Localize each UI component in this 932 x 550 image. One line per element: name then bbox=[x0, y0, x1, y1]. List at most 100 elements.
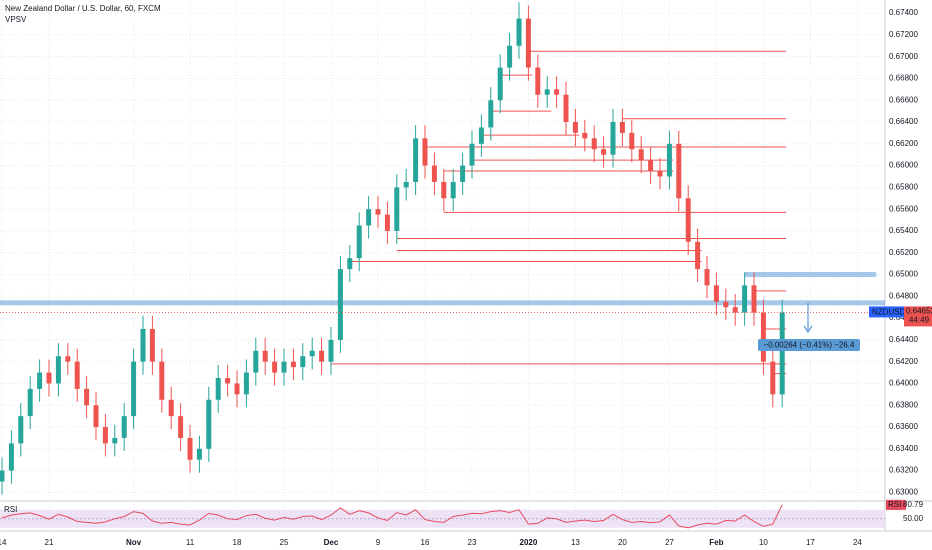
candle-body bbox=[441, 181, 447, 199]
candle-body bbox=[300, 356, 306, 368]
candle-body bbox=[93, 405, 99, 428]
y-tick-label: 0.63200 bbox=[889, 466, 918, 475]
candle-body bbox=[751, 285, 757, 313]
y-tick-label: 0.64400 bbox=[889, 335, 918, 344]
candle-body bbox=[657, 171, 663, 177]
candle-body bbox=[272, 361, 278, 373]
x-tick-label: 27 bbox=[665, 538, 674, 547]
plot-layer bbox=[0, 0, 885, 530]
candle-body bbox=[535, 67, 541, 95]
chart-title: New Zealand Dollar / U.S. Dollar, 60, FX… bbox=[5, 4, 161, 13]
y-tick-label: 0.66400 bbox=[889, 117, 918, 126]
candle-body bbox=[403, 181, 409, 188]
x-tick-label: 10 bbox=[759, 538, 768, 547]
candle-body bbox=[450, 181, 456, 199]
candle-body bbox=[460, 165, 466, 182]
candle-body bbox=[159, 361, 165, 400]
candle-body bbox=[149, 328, 155, 362]
candle-body bbox=[610, 122, 616, 155]
candle-body bbox=[215, 377, 221, 400]
candle-body bbox=[516, 18, 522, 46]
candle-body bbox=[488, 100, 494, 128]
y-tick-label: 0.63600 bbox=[889, 422, 918, 431]
candle-body bbox=[243, 372, 249, 395]
y-tick-label: 0.67200 bbox=[889, 30, 918, 39]
candle-body bbox=[572, 122, 578, 133]
candle-body bbox=[347, 258, 353, 270]
candle-body bbox=[178, 416, 184, 438]
y-tick-label: 0.65800 bbox=[889, 182, 918, 191]
candle-body bbox=[676, 143, 682, 199]
candle-body bbox=[525, 18, 531, 68]
candle-body bbox=[74, 361, 80, 389]
candle-body bbox=[0, 470, 5, 482]
candle-body bbox=[601, 149, 607, 155]
y-tick-label: 0.65400 bbox=[889, 226, 918, 235]
candle-body bbox=[253, 350, 259, 373]
candle-body bbox=[337, 269, 343, 340]
candle-body bbox=[140, 328, 146, 362]
y-tick-label: 0.67400 bbox=[889, 8, 918, 17]
x-tick-label: 11 bbox=[186, 538, 195, 547]
candle-body bbox=[37, 372, 43, 389]
candle-body bbox=[629, 132, 635, 150]
candle-body bbox=[779, 312, 785, 395]
x-tick-label: 24 bbox=[853, 538, 862, 547]
candle-body bbox=[102, 427, 108, 444]
candle-body bbox=[695, 241, 701, 270]
y-tick-label: 0.64200 bbox=[889, 357, 918, 366]
candle-body bbox=[8, 443, 14, 471]
candle-body bbox=[18, 416, 24, 444]
x-tick-label: 17 bbox=[806, 538, 815, 547]
candle-body bbox=[591, 138, 597, 150]
x-tick-label: 21 bbox=[45, 538, 54, 547]
candle-body bbox=[704, 269, 710, 286]
rsi-tag-name: RSI bbox=[888, 500, 901, 509]
candle-body bbox=[666, 143, 672, 177]
x-tick-label: 25 bbox=[280, 538, 289, 547]
candle-body bbox=[290, 361, 296, 368]
candle-body bbox=[619, 122, 625, 133]
rsi-tick-label: 50.00 bbox=[903, 514, 924, 523]
candle-body bbox=[638, 149, 644, 161]
candle-body bbox=[732, 307, 738, 313]
candle-body bbox=[281, 361, 287, 373]
x-tick-label: 23 bbox=[468, 538, 477, 547]
candle-body bbox=[131, 361, 137, 417]
candle-body bbox=[309, 350, 315, 357]
candle-body bbox=[770, 361, 776, 395]
x-tick-label: 13 bbox=[571, 538, 580, 547]
y-tick-label: 0.63800 bbox=[889, 400, 918, 409]
rsi-line bbox=[1, 504, 783, 529]
candle-body bbox=[422, 138, 428, 166]
rsi-label: RSI bbox=[4, 505, 17, 514]
rsi-band bbox=[0, 509, 885, 528]
candle-body bbox=[544, 89, 550, 95]
zone bbox=[744, 272, 877, 278]
candle-body bbox=[187, 437, 193, 460]
candle-body bbox=[582, 132, 588, 139]
candle-body bbox=[384, 214, 390, 231]
candle-body bbox=[319, 350, 325, 362]
measure-text: −0.00264 (−0.41%) −26.4 bbox=[764, 341, 856, 350]
y-tick-label: 0.66000 bbox=[889, 161, 918, 170]
x-tick-label: Feb bbox=[709, 538, 723, 547]
candle-body bbox=[206, 399, 212, 449]
x-tick-label: 16 bbox=[421, 538, 430, 547]
x-tick-label: 9 bbox=[376, 538, 381, 547]
symbol-name: NZDUSD bbox=[872, 308, 906, 317]
candle-body bbox=[225, 377, 231, 384]
symbol-tag bbox=[869, 306, 904, 318]
y-tick-label: 0.64800 bbox=[889, 291, 918, 300]
candle-body bbox=[554, 89, 560, 95]
candle-body bbox=[685, 198, 691, 242]
candle-body bbox=[65, 356, 71, 362]
x-tick-label: 20 bbox=[618, 538, 627, 547]
zone bbox=[0, 300, 885, 306]
candle-body bbox=[431, 165, 437, 182]
candle-body bbox=[356, 225, 362, 259]
y-tick-label: 0.63400 bbox=[889, 444, 918, 453]
candle-body bbox=[723, 301, 729, 308]
x-tick-label: Nov bbox=[126, 538, 142, 547]
